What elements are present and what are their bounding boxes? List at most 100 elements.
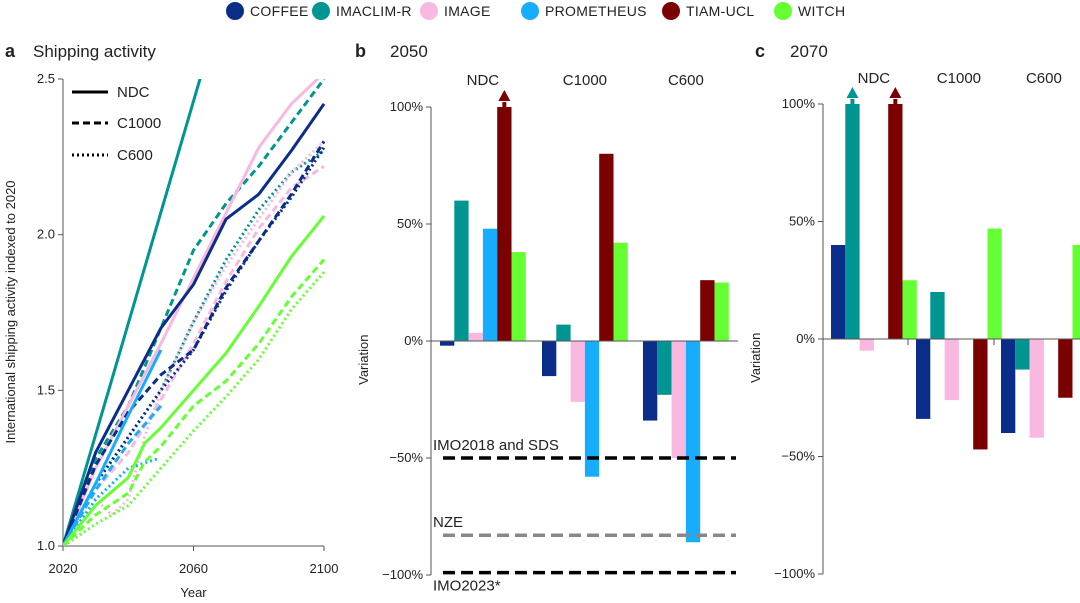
bar-coffee-c600 <box>643 341 658 421</box>
x-tick-label: 2100 <box>310 561 339 576</box>
line-witch-ndc <box>63 215 326 546</box>
bar-tiam-ucl-c1000 <box>973 339 988 450</box>
y-tick-label: −50% <box>389 450 423 465</box>
bar-imaclim-r-c1000 <box>930 292 945 339</box>
legend-swatch-prometheus <box>521 2 539 20</box>
bar-coffee-ndc <box>831 245 846 339</box>
bar-coffee-c1000 <box>916 339 931 419</box>
off-scale-stem <box>893 99 898 104</box>
bar-image-c1000 <box>944 339 959 401</box>
bar-witch-c600 <box>1072 245 1080 339</box>
bar-coffee-ndc <box>440 341 455 346</box>
legend-label: PROMETHEUS <box>545 3 647 19</box>
bar-tiam-ucl-ndc <box>497 107 512 341</box>
style-legend-label: NDC <box>117 84 150 101</box>
bar-witch-ndc <box>511 252 526 341</box>
panel-a-title: Shipping activity <box>33 42 156 61</box>
bar-witch-c1000 <box>613 242 628 341</box>
line-imaclim-r-c600 <box>63 149 325 546</box>
bar-prometheus-c1000 <box>584 341 600 477</box>
legend-swatch-tiam-ucl <box>662 2 680 20</box>
bar-tiam-ucl-c1000 <box>599 153 614 341</box>
bar-tiam-ucl-ndc <box>888 104 903 339</box>
line-imaclim-r-ndc <box>63 79 202 546</box>
model-legend: COFFEE IMACLIM-R IMAGE PROMETHEUS TIAM-UCL WI… <box>226 2 845 20</box>
panel-label-a: a <box>5 41 16 61</box>
line-coffee-c1000 <box>63 140 326 546</box>
bar-prometheus-ndc <box>482 228 498 341</box>
bar-imaclim-r-c1000 <box>556 324 571 341</box>
y-tick-label: 100% <box>390 99 424 114</box>
group-label-c1000: C1000 <box>937 70 981 87</box>
bar-witch-c600 <box>714 282 729 341</box>
line-witch-c1000 <box>63 258 326 546</box>
bar-coffee-c600 <box>1001 339 1016 433</box>
group-label-c1000: C1000 <box>563 72 607 89</box>
group-label-ndc: NDC <box>858 70 891 87</box>
line-prometheus-c1000 <box>63 404 163 546</box>
legend-swatch-witch <box>774 2 792 20</box>
panel-b-bar-chart: b 2050 100% 50% 0% −50% −100% Variation NDC C1000… <box>355 41 738 595</box>
panel-c-bar-chart: c 2070 100% 50% 0% −50% −100% Variation NDC C1000… <box>748 41 1080 581</box>
line-prometheus-ndc <box>63 349 163 546</box>
x-tick-label: 2020 <box>49 561 78 576</box>
y-tick-label: 1.0 <box>37 538 55 553</box>
style-legend-label: C600 <box>117 147 153 164</box>
y-tick-label: 50% <box>397 216 423 231</box>
off-scale-stem <box>850 99 855 104</box>
y-tick-label: 100% <box>782 96 816 111</box>
line-image-c600 <box>63 140 326 546</box>
style-legend-label: C1000 <box>117 115 161 132</box>
panel-a-line-chart: a Shipping activity 1.0 1.5 2.0 2.5 2020 2060 21… <box>3 41 339 600</box>
line-image-c1000 <box>63 164 325 546</box>
y-tick-label: 2.0 <box>37 227 55 242</box>
group-label-ndc: NDC <box>467 72 500 89</box>
bar-imaclim-r-c600 <box>1015 339 1030 370</box>
off-scale-stem <box>502 102 507 107</box>
line-coffee-ndc <box>63 103 326 546</box>
panel-b-title: 2050 <box>390 42 428 61</box>
panel-c-title: 2070 <box>790 42 828 61</box>
panel-label-b: b <box>355 41 366 61</box>
x-tick-label: 2060 <box>179 561 208 576</box>
legend-swatch-image <box>420 2 438 20</box>
y-tick-label: −100% <box>774 566 815 581</box>
bar-tiam-ucl-c600 <box>700 280 715 341</box>
y-tick-label: 0% <box>404 333 423 348</box>
off-scale-arrow-icon <box>889 87 902 98</box>
bar-witch-c1000 <box>987 228 1002 339</box>
group-label-c600: C600 <box>1026 70 1062 87</box>
line-image-ndc <box>63 79 320 546</box>
panel-label-c: c <box>755 41 765 61</box>
group-label-c600: C600 <box>668 72 704 89</box>
y-tick-label: −50% <box>781 449 815 464</box>
bar-imaclim-r-c600 <box>657 341 672 395</box>
y-tick-label: 2.5 <box>37 71 55 86</box>
y-tick-label: 0% <box>796 331 815 346</box>
y-tick-label: −100% <box>382 567 423 582</box>
y-axis-label: International shipping activity indexed … <box>3 180 18 443</box>
bar-coffee-c1000 <box>542 341 557 377</box>
reference-line-label: NZE <box>433 514 463 531</box>
bar-image-ndc <box>859 339 874 351</box>
y-axis-label: Variation <box>748 333 763 383</box>
bar-image-c1000 <box>570 341 585 402</box>
x-axis-label: Year <box>180 585 207 600</box>
y-axis-label: Variation <box>356 335 371 385</box>
line-witch-c600 <box>63 271 326 546</box>
legend-swatch-coffee <box>226 2 244 20</box>
reference-line-label: IMO2018 and SDS <box>433 437 559 454</box>
bar-tiam-ucl-c600 <box>1058 339 1073 398</box>
off-scale-arrow-icon <box>498 90 511 101</box>
off-scale-arrow-icon <box>846 87 859 98</box>
legend-label: IMACLIM-R <box>336 3 412 19</box>
series-lines <box>63 79 326 546</box>
legend-label: WITCH <box>798 3 845 19</box>
bar-imaclim-r-ndc <box>845 104 860 339</box>
y-tick-label: 50% <box>789 214 815 229</box>
bar-witch-ndc <box>902 280 917 339</box>
bar-image-ndc <box>468 332 483 341</box>
bar-image-c600 <box>671 341 686 458</box>
line-coffee-c600 <box>63 146 326 546</box>
